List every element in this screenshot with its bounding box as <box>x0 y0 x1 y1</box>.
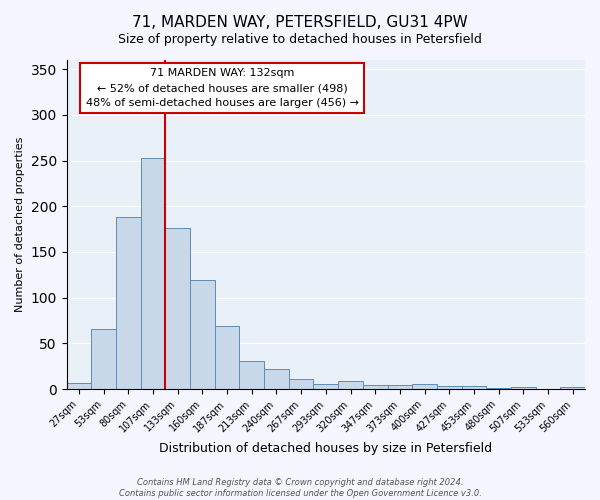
Y-axis label: Number of detached properties: Number of detached properties <box>15 137 25 312</box>
Text: Size of property relative to detached houses in Petersfield: Size of property relative to detached ho… <box>118 32 482 46</box>
Text: 71, MARDEN WAY, PETERSFIELD, GU31 4PW: 71, MARDEN WAY, PETERSFIELD, GU31 4PW <box>132 15 468 30</box>
Bar <box>437 386 461 389</box>
Bar <box>141 158 166 389</box>
Bar <box>461 386 486 389</box>
Bar <box>215 326 239 389</box>
Bar <box>190 280 215 389</box>
Bar <box>91 328 116 389</box>
Text: Contains HM Land Registry data © Crown copyright and database right 2024.
Contai: Contains HM Land Registry data © Crown c… <box>119 478 481 498</box>
Bar <box>166 228 190 389</box>
Bar <box>486 388 511 389</box>
Bar <box>363 386 388 389</box>
Bar <box>338 381 363 389</box>
Bar <box>264 369 289 389</box>
Bar <box>560 387 585 389</box>
Text: 71 MARDEN WAY: 132sqm
← 52% of detached houses are smaller (498)
48% of semi-det: 71 MARDEN WAY: 132sqm ← 52% of detached … <box>86 68 359 108</box>
Bar <box>67 382 91 389</box>
Bar <box>511 387 536 389</box>
Bar <box>289 379 313 389</box>
Bar <box>239 360 264 389</box>
Bar <box>388 386 412 389</box>
Bar <box>116 217 141 389</box>
X-axis label: Distribution of detached houses by size in Petersfield: Distribution of detached houses by size … <box>159 442 493 455</box>
Bar <box>412 384 437 389</box>
Bar <box>313 384 338 389</box>
